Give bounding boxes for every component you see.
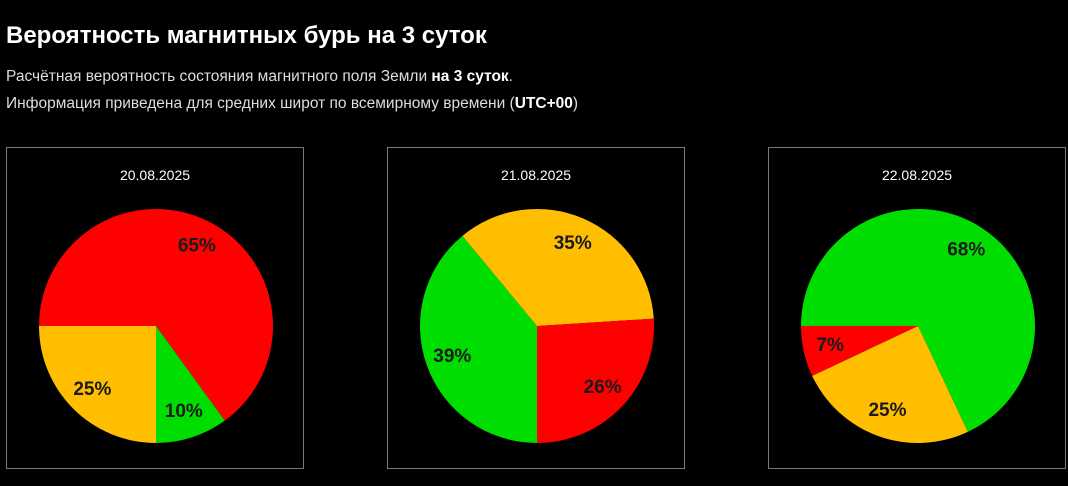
forecast-date: 21.08.2025 bbox=[500, 167, 572, 183]
pie-chart-day-1: 65% 10% 25% bbox=[39, 208, 273, 443]
pie-slice-label: 10% bbox=[165, 401, 203, 422]
description-line-1-emphasis: на 3 суток bbox=[431, 68, 509, 85]
description-line-1: Расчётная вероятность состояния магнитно… bbox=[6, 68, 513, 86]
description-line-2: Информация приведена для средних широт п… bbox=[6, 95, 578, 113]
forecast-date: 22.08.2025 bbox=[881, 167, 953, 183]
pie-slice bbox=[462, 208, 654, 326]
pie-slice-label: 7% bbox=[816, 335, 844, 356]
pie-slice bbox=[156, 326, 225, 443]
pie-slice bbox=[812, 326, 968, 443]
pie-slice bbox=[801, 326, 918, 376]
pie-chart-day-2: 39% 35% 26% bbox=[419, 208, 655, 443]
pie-slice-label: 68% bbox=[947, 240, 985, 261]
pie-chart-day-3: 68% 25% 7% bbox=[801, 208, 1035, 443]
pie-slice-label: 26% bbox=[584, 377, 622, 398]
pie-slice bbox=[801, 208, 1035, 432]
page-title: Вероятность магнитных бурь на 3 суток bbox=[6, 22, 487, 49]
description-line-1-end: . bbox=[508, 68, 513, 85]
pie-slice-label: 25% bbox=[73, 379, 111, 400]
pie-slice bbox=[537, 318, 655, 443]
pie-slice bbox=[39, 208, 273, 421]
pie-slice-label: 65% bbox=[178, 235, 216, 256]
description-line-2-text: Информация приведена для средних широт п… bbox=[6, 95, 515, 112]
description-line-2-end: ) bbox=[572, 95, 579, 112]
description-line-2-emphasis: UTC+00 bbox=[514, 95, 573, 112]
forecast-date: 20.08.2025 bbox=[119, 167, 191, 183]
forecast-panel-day-1: 20.08.2025 65% 10% 25% bbox=[6, 147, 304, 469]
pie-slice bbox=[39, 326, 156, 443]
forecast-panel-day-2: 21.08.2025 39% 35% 26% bbox=[387, 147, 685, 469]
pie-slice-label: 35% bbox=[554, 233, 592, 254]
pie-slice-label: 39% bbox=[433, 346, 471, 367]
pie-slice-label: 25% bbox=[868, 400, 906, 421]
pie-slice bbox=[419, 235, 537, 443]
forecast-panel-day-3: 22.08.2025 68% 25% 7% bbox=[768, 147, 1066, 469]
description-line-1-text: Расчётная вероятность состояния магнитно… bbox=[6, 68, 432, 85]
